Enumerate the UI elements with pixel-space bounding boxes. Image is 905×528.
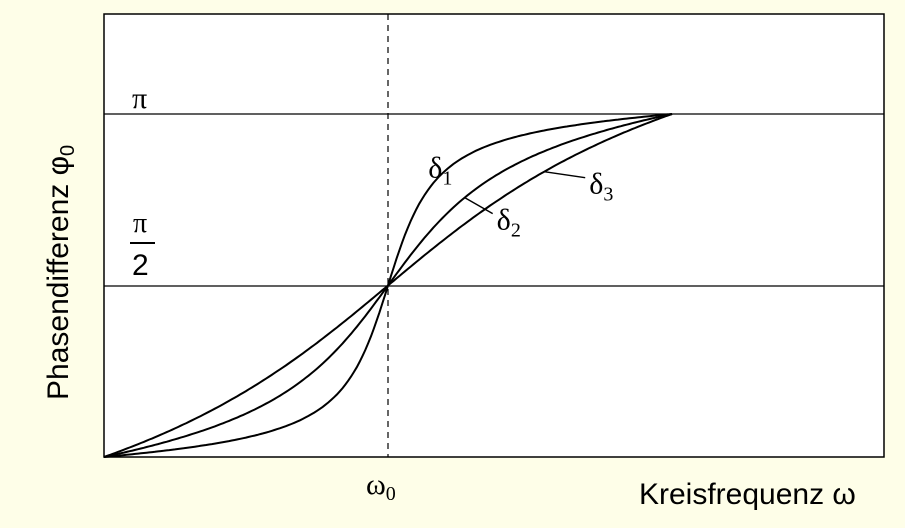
curve-label-delta-2: δ2	[497, 204, 521, 242]
phase-curve-delta-3	[103, 113, 673, 458]
ytick-half-pi-denominator: 2	[132, 249, 149, 282]
curve-leader-line-delta-2	[464, 196, 494, 215]
curve-leader-line-delta-3	[544, 170, 586, 179]
y-axis-label: Phasendifferenz φ0	[42, 145, 79, 400]
curve-label-group: δ1 δ2 δ3	[428, 152, 613, 242]
ytick-half-pi-numerator: π	[133, 208, 147, 239]
xtick-omega0-label: ω0	[366, 468, 396, 505]
curve-label-delta-1: δ1	[428, 152, 452, 190]
curve-label-delta-3: δ3	[589, 168, 613, 206]
ytick-pi-label: π	[132, 82, 147, 115]
plot-frame	[103, 13, 885, 458]
x-axis-label: Kreisfrequenz ω	[639, 478, 856, 511]
curve-group	[103, 113, 673, 458]
